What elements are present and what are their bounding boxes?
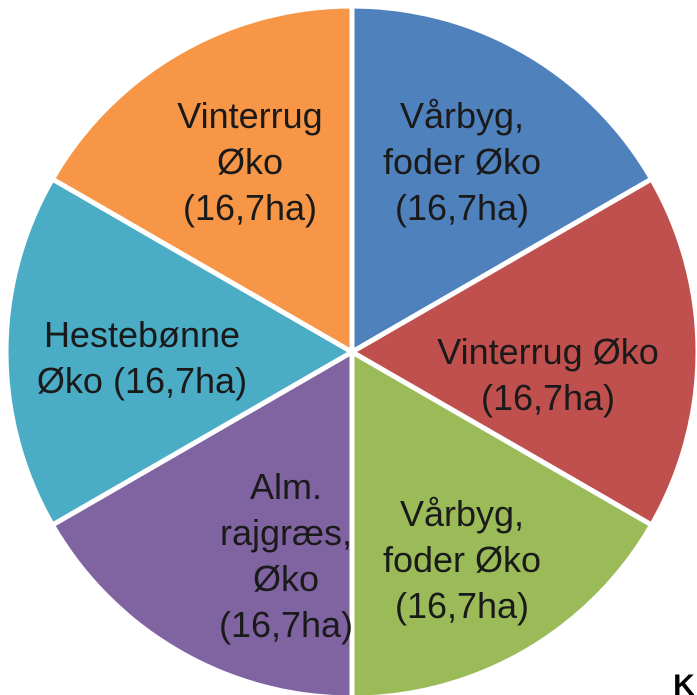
label-box: Vinterrug Øko (16,7ha) [398,255,697,495]
slice-label: Vårbyg, foder Øko (16,7ha) [357,440,567,680]
label-text: Hestebønne Øko (16,7ha) [11,312,273,404]
pie-slice [48,347,355,695]
category-label: Vårbyg, foder Øko [382,95,542,182]
label-box: Vårbyg, foder Øko (16,7ha) [357,42,567,282]
value-label: (16,7ha) [218,604,354,645]
value-label: (16,7ha) [112,360,248,401]
slice-label: Alm. rajgræs, Øko (16,7ha) [201,436,371,676]
label-text: Vinterrug Øko (16,7ha) [150,93,350,231]
value-label: (16,7ha) [394,187,530,228]
slice-label: Vårbyg, foder Øko (16,7ha) [357,42,567,282]
label-text: Alm. rajgræs, Øko (16,7ha) [201,464,371,648]
category-label: Vinterrug Øko [177,95,323,182]
category-label: Alm. rajgræs, Øko [219,466,353,599]
label-box: Vårbyg, foder Øko (16,7ha) [357,440,567,680]
value-label: (16,7ha) [480,377,616,418]
pie-slice [3,175,358,529]
pie-slice [349,347,656,695]
label-text: Vårbyg, foder Øko (16,7ha) [357,491,567,629]
category-label: Vårbyg, foder Øko [382,493,542,580]
category-label: Vinterrug Øko [437,331,659,372]
pie-slice [349,3,656,357]
value-label: (16,7ha) [394,585,530,626]
slice-label: Vinterrug Øko (16,7ha) [398,255,697,495]
label-text: Vårbyg, foder Øko (16,7ha) [357,93,567,231]
pie: Vårbyg, foder Øko (16,7ha)Vinterrug Øko … [3,3,697,695]
category-label: Hestebønne Øko [36,314,241,401]
value-label: (16,7ha) [182,187,318,228]
pie-slice [48,3,355,357]
label-box: Alm. rajgræs, Øko (16,7ha) [201,436,371,676]
note: K [673,669,695,695]
slice-label: Hestebønne Øko (16,7ha) [11,238,273,478]
label-box: Hestebønne Øko (16,7ha) [11,238,273,478]
label-box: Vinterrug Øko (16,7ha) [150,42,350,282]
label-text: Vinterrug Øko (16,7ha) [398,329,697,421]
pie-slice [346,175,697,529]
slice-label: Vinterrug Øko (16,7ha) [150,42,350,282]
